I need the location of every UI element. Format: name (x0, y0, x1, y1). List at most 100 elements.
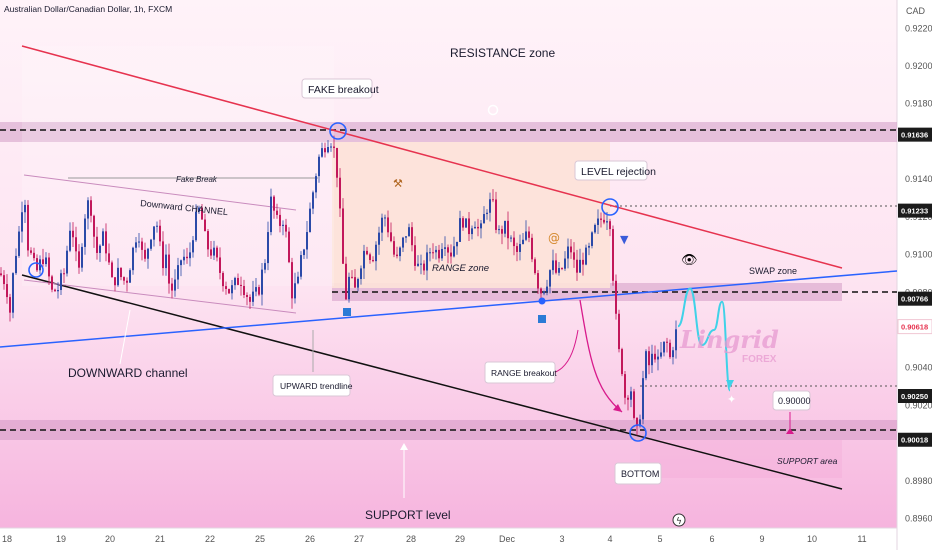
candle-body (609, 221, 611, 230)
candle-body (258, 287, 260, 295)
candle-body (558, 268, 560, 273)
candle-body (420, 263, 422, 265)
candle-body (579, 259, 581, 273)
support-area-label: SUPPORT area (777, 456, 838, 466)
candle-body (33, 252, 35, 259)
fake-breakout-circle (329, 122, 347, 140)
time-tick-label: 27 (354, 534, 364, 544)
time-tick-label: 28 (406, 534, 416, 544)
candle-body (543, 291, 545, 294)
candle-body (522, 239, 524, 245)
price-tag-label: 0.90018 (901, 436, 928, 445)
candle-body (93, 215, 95, 237)
candle-body (675, 329, 677, 351)
resistance-zone-label: RESISTANCE zone (450, 46, 555, 60)
range-zone-label: RANGE zone (432, 263, 489, 274)
time-axis-background (0, 528, 897, 550)
candle-body (261, 269, 263, 295)
candle-body (195, 211, 197, 241)
candle-body (372, 259, 374, 262)
candle-body (654, 353, 656, 360)
candle-body (528, 231, 530, 238)
candle-body (216, 247, 218, 258)
candle-body (189, 252, 191, 259)
candle-body (651, 353, 653, 366)
candle-body (438, 249, 440, 259)
candle-body (474, 226, 476, 229)
candle-body (483, 214, 485, 224)
candle-body (360, 268, 362, 280)
candle-body (63, 273, 65, 275)
candle-body (666, 341, 668, 343)
candle-body (147, 248, 149, 259)
candle-body (243, 285, 245, 295)
candle-body (192, 240, 194, 253)
candle-body (69, 230, 71, 251)
candle-body (234, 277, 236, 286)
up-marker-2-icon (538, 315, 546, 323)
candle-body (639, 419, 641, 427)
candle-body (180, 260, 182, 266)
candle-body (501, 229, 503, 234)
small-channel-bottom (23, 279, 297, 314)
candle-body (447, 247, 449, 253)
candle-body (18, 231, 20, 256)
price-tag-label: 0.91233 (901, 207, 928, 216)
price-tag (898, 432, 932, 447)
candle-body (453, 246, 455, 257)
candle-body (573, 252, 575, 260)
candle-body (165, 254, 167, 269)
candle-body (66, 250, 68, 274)
fake-break-label: Fake Break (176, 175, 218, 184)
time-tick-label: 29 (455, 534, 465, 544)
candle-body (648, 351, 650, 366)
range-breakout-label: RANGE breakout (491, 368, 557, 378)
candle-body (255, 287, 257, 292)
candle-body (117, 267, 119, 286)
candle-body (456, 241, 458, 247)
candle-body (174, 279, 176, 291)
candle-body (108, 253, 110, 263)
candle-body (486, 212, 488, 215)
time-tick-label: 10 (807, 534, 817, 544)
candle-body (330, 146, 332, 148)
time-axis: 18 19 20 21 22 25 26 27 28 29 Dec 3 4 5 6 9 10 11 (2, 534, 867, 544)
candle-body (303, 249, 305, 256)
resistance-zone-band (0, 122, 897, 142)
candle-body (660, 352, 662, 357)
candle-body (201, 207, 203, 220)
time-tick-label: Dec (499, 534, 516, 544)
candle-body (642, 378, 644, 420)
currency-label: CAD (906, 6, 926, 16)
range-zone-box (332, 142, 610, 288)
candle-body (12, 273, 14, 313)
time-tick-label: 21 (155, 534, 165, 544)
candle-body (624, 374, 626, 398)
candle-body (162, 241, 164, 269)
up-marker-1-icon (343, 308, 351, 316)
price-tag-label: 0.90250 (901, 392, 928, 401)
candle-body (42, 259, 44, 265)
candle-body (672, 350, 674, 358)
candles (0, 135, 677, 436)
candle-body (504, 220, 506, 234)
candle-body (342, 208, 344, 264)
time-tick-label: 11 (857, 534, 866, 544)
candle-body (27, 204, 29, 251)
candle-body (249, 296, 251, 302)
watermark-brand: Lingrid (679, 325, 779, 354)
candle-body (99, 245, 101, 253)
candle-body (375, 244, 377, 262)
candle-body (465, 218, 467, 228)
candle-body (288, 231, 290, 263)
sparkle-icon: ✦ (727, 393, 736, 406)
candle-body (555, 260, 557, 273)
candle-body (576, 259, 578, 273)
price-tags: 0.91636 0.91233 0.90766 0.90618 0.90250 0.900… (897, 127, 932, 447)
time-tick-label: 5 (657, 534, 662, 544)
time-tick-label: 22 (205, 534, 215, 544)
price-tag (898, 291, 932, 306)
